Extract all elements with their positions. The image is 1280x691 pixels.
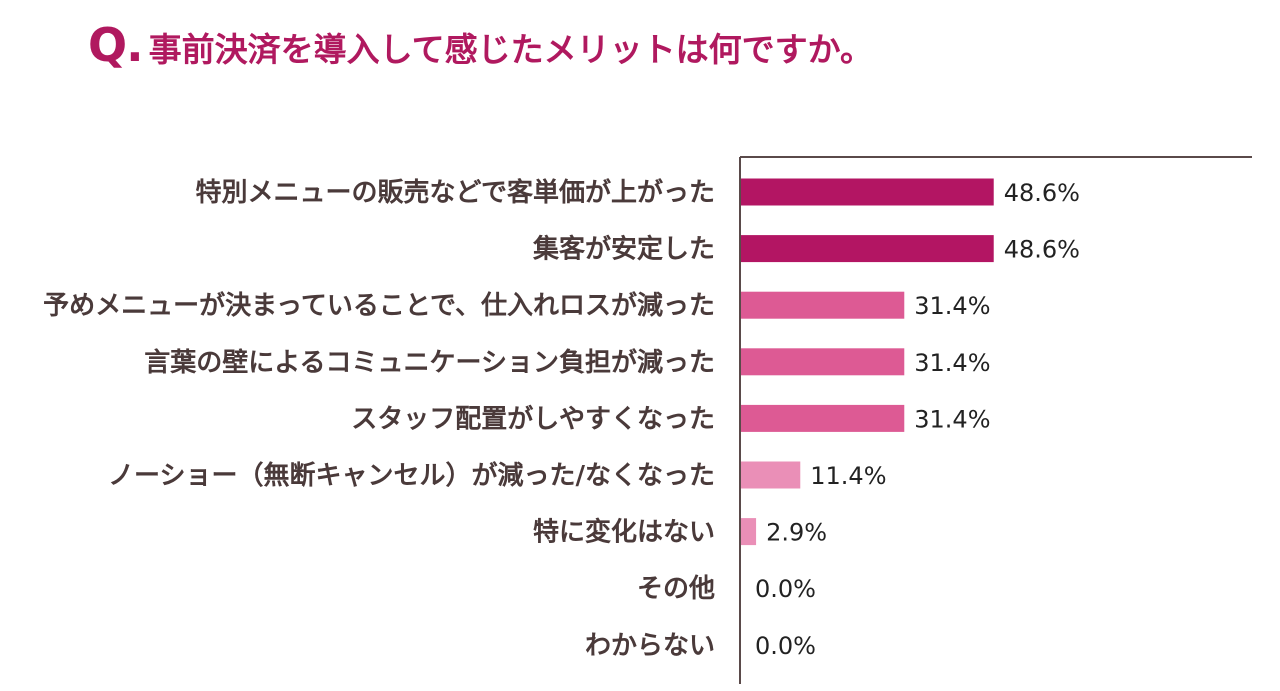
category-label: 集客が安定した: [532, 234, 715, 265]
category-label: わからない: [585, 631, 715, 661]
bar: [741, 461, 801, 489]
category-label: 特に変化はない: [533, 517, 715, 548]
category-label: 特別メニューの販売などで客単価が上がった: [196, 177, 715, 208]
value-label: 31.4%: [914, 405, 990, 433]
value-label: 48.6%: [1004, 236, 1080, 264]
value-label: 0.0%: [755, 632, 816, 660]
bar: [741, 235, 994, 263]
bar: [741, 518, 757, 546]
bar: [741, 404, 905, 432]
value-label: 2.9%: [766, 519, 827, 547]
question-title: Q. 事前決済を導入して感じたメリットは何ですか。: [88, 18, 873, 88]
value-label: 11.4%: [810, 462, 886, 490]
category-label: スタッフ配置がしやすくなった: [351, 403, 715, 434]
chart-bars: [741, 178, 994, 546]
value-label: 31.4%: [914, 292, 990, 320]
bar: [741, 291, 905, 319]
value-label: 48.6%: [1004, 179, 1080, 207]
value-label: 31.4%: [914, 349, 990, 377]
value-labels: 48.6% 48.6% 31.4% 31.4% 31.4% 11.4% 2.9% 0.0% 0.…: [755, 179, 1080, 660]
category-label: 言葉の壁によるコミュニケーション負担が減った: [144, 347, 715, 378]
category-label: ノーショー（無断キャンセル）が減った/なくなった: [108, 460, 715, 491]
category-label: 予めメニューが決まっていることで、仕入れロスが減った: [43, 290, 715, 321]
question-prefix: Q.: [88, 18, 144, 72]
bar: [741, 348, 905, 376]
category-label: その他: [637, 574, 715, 604]
category-labels: 特別メニューの販売などで客単価が上がった集客が安定した予めメニューが決まっている…: [43, 177, 715, 661]
question-text: 事前決済を導入して感じたメリットは何ですか。: [148, 30, 873, 69]
chart-axis: [739, 156, 1252, 684]
value-label: 0.0%: [755, 575, 816, 603]
bar: [741, 178, 994, 206]
